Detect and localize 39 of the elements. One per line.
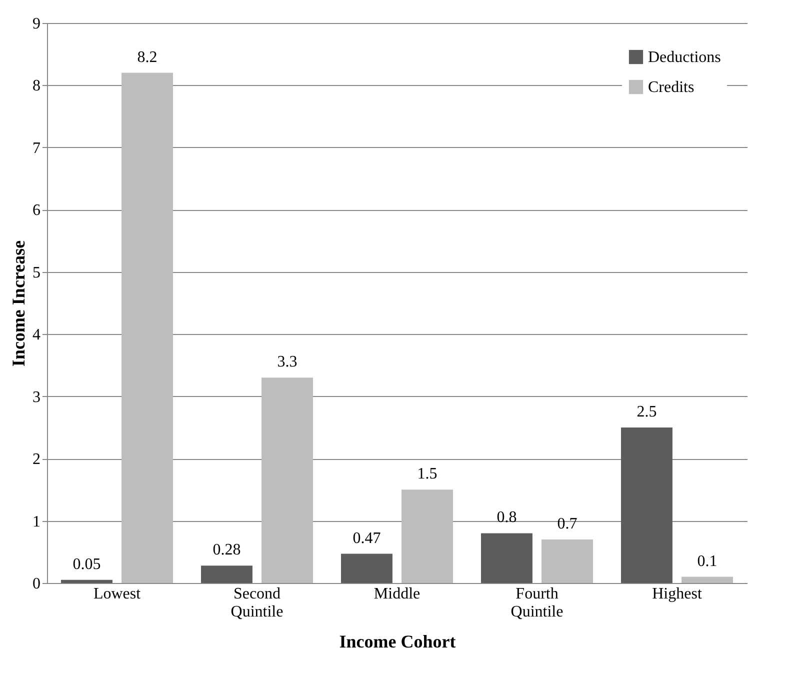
data-label: 8.2: [137, 48, 158, 66]
data-label: 1.5: [417, 466, 438, 483]
bar: [542, 539, 593, 583]
data-label: 0.1: [697, 552, 718, 570]
y-tick-label: 2: [32, 451, 40, 468]
y-tick-label: 5: [32, 264, 40, 282]
y-tick-label: 4: [32, 326, 40, 344]
x-tick-label: Lowest: [93, 586, 142, 602]
bar: [262, 378, 313, 583]
data-label: 0.8: [496, 509, 517, 526]
y-tick-label: 7: [32, 140, 40, 157]
data-label: 0.05: [72, 556, 101, 573]
bar: [201, 566, 252, 583]
y-tick-label: 0: [32, 576, 40, 592]
y-tick-label: 1: [32, 513, 40, 530]
x-axis-title: Income Cohort: [339, 632, 456, 652]
legend-label: Deductions: [648, 49, 721, 66]
bar: [621, 427, 672, 583]
bar: [481, 533, 532, 583]
y-axis-title: Income Increase: [8, 240, 28, 367]
y-tick-label: 9: [32, 16, 40, 32]
x-tick-label: Highest: [652, 586, 702, 602]
x-tick-label: Second Quintile: [230, 586, 284, 620]
data-label: 2.5: [636, 403, 657, 420]
y-tick-label: 3: [32, 388, 40, 406]
legend-label: Credits: [648, 79, 694, 96]
y-tick-label: 6: [32, 202, 40, 220]
bar: [682, 576, 733, 583]
x-tick-label: Middle: [374, 586, 420, 602]
data-label: 0.7: [557, 515, 578, 532]
data-label: 0.47: [352, 530, 381, 547]
bar: [61, 580, 112, 583]
bar: [402, 490, 453, 583]
data-label: 3.3: [277, 354, 298, 371]
y-tick-label: 8: [32, 78, 40, 95]
x-tick-label: Fourth Quintile: [510, 586, 564, 620]
bar: [122, 72, 173, 583]
bar: [341, 554, 392, 583]
data-label: 0.28: [212, 542, 241, 559]
